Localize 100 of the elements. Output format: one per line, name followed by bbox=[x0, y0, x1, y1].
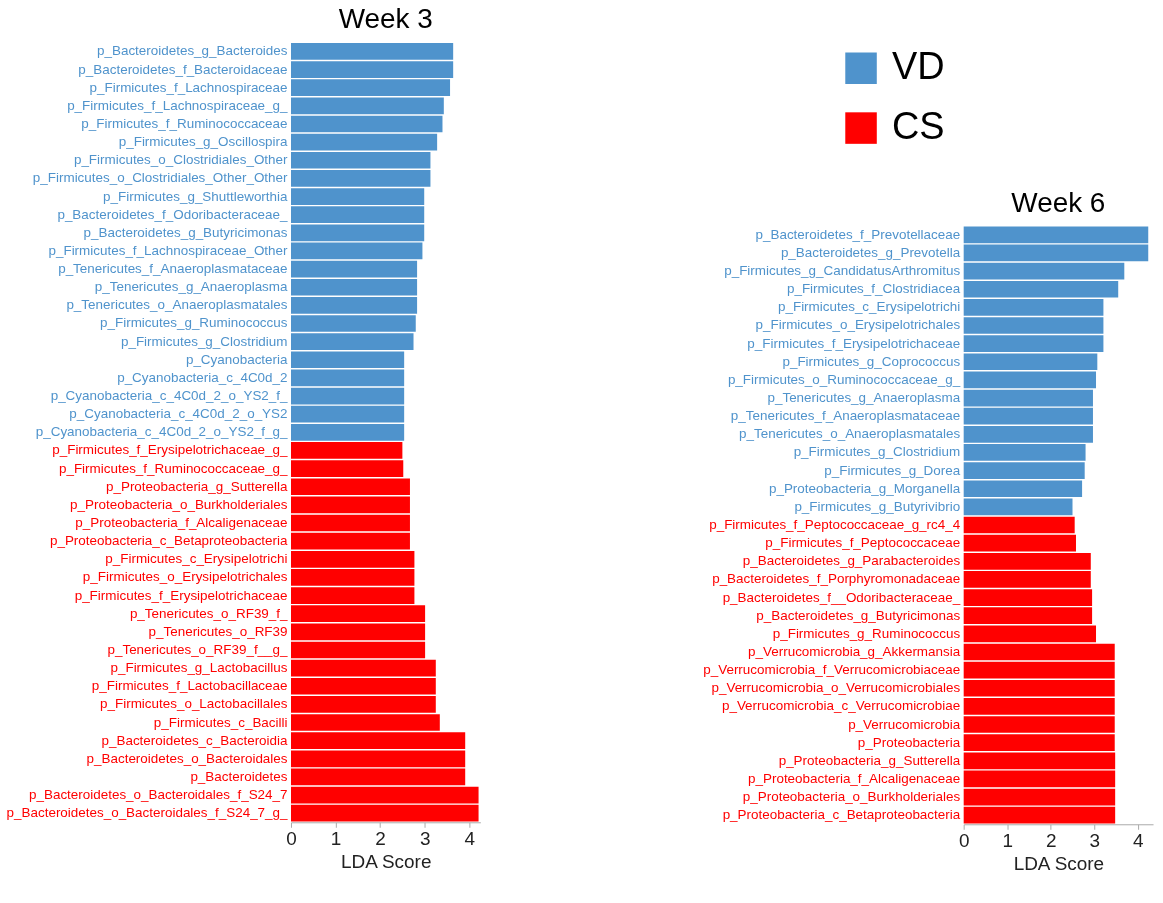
y-tick-label: p_Bacteroidetes_f_Porphyromonadaceae bbox=[712, 571, 961, 587]
y-tick-label: p_Firmicutes_c_Erysipelotrichi bbox=[777, 299, 961, 315]
bar bbox=[291, 659, 436, 677]
y-tick-label: p_Bacteroidetes_g_Butyricimonas bbox=[756, 607, 961, 623]
bar bbox=[963, 643, 1115, 661]
bar bbox=[963, 244, 1149, 262]
x-tick-label: 1 bbox=[330, 827, 342, 849]
y-tick-label: p_Firmicutes_c_Erysipelotrichi bbox=[105, 551, 288, 567]
bar bbox=[963, 262, 1125, 280]
y-tick-label: p_Proteobacteria_f_Alcaligenaceae bbox=[748, 770, 961, 786]
y-tick-label: p_Firmicutes_f_Clostridiacea bbox=[786, 281, 961, 297]
bar bbox=[963, 516, 1075, 534]
y-tick-label: p_Bacteroidetes_g_Butyricimonas bbox=[83, 224, 288, 240]
y-tick-label: p_Firmicutes_f_Lactobacillaceae bbox=[91, 678, 288, 694]
y-tick-label: p_Bacteroidetes_g_Prevotella bbox=[780, 244, 961, 260]
y-tick-label: p_Tenericutes_o_RF39_f_ bbox=[129, 605, 289, 621]
y-tick-label: p_Tenericutes_g_Anaeroplasma bbox=[767, 390, 961, 406]
bar bbox=[963, 498, 1073, 516]
y-tick-label: p_Verrucomicrobia_f_Verrucomicrobiaceae bbox=[703, 662, 961, 678]
bar bbox=[291, 768, 466, 786]
bar bbox=[291, 97, 444, 115]
y-tick-label: p_Proteobacteria_o_Burkholderiales bbox=[742, 789, 961, 805]
bar bbox=[291, 641, 426, 659]
y-tick-label: p_Firmicutes_o_Erysipelotrichales bbox=[755, 317, 961, 333]
y-tick-label: p_Firmicutes_g_Shuttleworthia bbox=[103, 188, 289, 204]
x-tick-label: 3 bbox=[419, 827, 431, 849]
y-tick-label: p_Tenericutes_o_RF39_f__g_ bbox=[107, 641, 289, 657]
bar bbox=[291, 260, 418, 278]
bar bbox=[291, 496, 410, 514]
y-tick-label: p_Firmicutes_f_Erysipelotrichaceae bbox=[747, 335, 961, 351]
y-tick-label: p_Bacteroidetes_f_Prevotellaceae bbox=[755, 226, 961, 242]
bar bbox=[963, 226, 1149, 244]
y-tick-label: p_Verrucomicrobia_o_Verrucomicrobiales bbox=[711, 680, 961, 696]
bar bbox=[963, 770, 1116, 788]
y-tick-label: p_Firmicutes_f_Lachnospiraceae_g_ bbox=[67, 97, 289, 113]
y-tick-label: p_Proteobacteria_g_Morganella bbox=[768, 480, 961, 496]
x-tick-label: 4 bbox=[464, 827, 475, 849]
y-tick-label: p_Bacteroidetes_g_Parabacteroides bbox=[742, 553, 961, 569]
bar bbox=[963, 806, 1116, 824]
y-tick-label: p_Firmicutes_f_Peptococcaceae bbox=[765, 535, 961, 551]
bar bbox=[291, 387, 405, 405]
y-tick-label: p_Firmicutes_o_Lactobacillales bbox=[100, 696, 288, 712]
y-tick-label: p_Verrucomicrobia_g_Akkermansia bbox=[748, 643, 961, 659]
y-tick-label: p_Firmicutes_g_Oscillospira bbox=[118, 134, 289, 150]
y-tick-label: p_Firmicutes_g_Lactobacillus bbox=[110, 660, 288, 676]
y-tick-label: p_Firmicutes_f_Erysipelotrichaceae_g_ bbox=[52, 442, 289, 458]
x-tick-label: 3 bbox=[1089, 829, 1101, 851]
y-tick-label: p_Firmicutes_g_Clostridium bbox=[793, 444, 961, 460]
bar bbox=[291, 242, 423, 260]
y-tick-label: p_Firmicutes_o_Clostridiales_Other_Other bbox=[32, 170, 289, 186]
y-tick-label: p_Firmicutes_f_Ruminococcaceae_g_ bbox=[58, 460, 289, 476]
y-tick-label: p_Firmicutes_g_Dorea bbox=[824, 462, 961, 478]
y-tick-label: p_Bacteroidetes_o_Bacteroidales bbox=[86, 750, 288, 766]
bar bbox=[291, 786, 479, 804]
y-tick-label: p_Proteobacteria_f_Alcaligenaceae bbox=[75, 515, 288, 530]
y-tick-label: p_Tenericutes_o_Anaeroplasmatales bbox=[66, 297, 288, 313]
y-tick-label: p_Tenericutes_f_Anaeroplasmataceae bbox=[58, 261, 288, 277]
y-tick-label: p_Bacteroidetes_c_Bacteroidia bbox=[101, 732, 289, 748]
y-tick-label: p_Firmicutes_g_Clostridium bbox=[120, 333, 288, 349]
y-tick-label: p_Cyanobacteria_c_4C0d_2_o_YS2_f_ bbox=[50, 388, 289, 404]
bar bbox=[963, 389, 1093, 407]
y-tick-label: p_Tenericutes_f_Anaeroplasmataceae bbox=[730, 408, 961, 424]
y-tick-label: p_Bacteroidetes_o_Bacteroidales_f_S24_7_g_ bbox=[6, 805, 289, 821]
y-tick-label: p_Bacteroidetes_g_Bacteroides bbox=[97, 43, 288, 59]
y-tick-label: p_Firmicutes_g_Coprococcus bbox=[782, 353, 961, 369]
bar bbox=[963, 371, 1097, 389]
y-tick-label: p_Firmicutes_c_Bacilli bbox=[153, 714, 288, 730]
y-tick-label: p_Verrucomicrobia_c_Verrucomicrobiae bbox=[721, 698, 961, 714]
bar bbox=[963, 661, 1115, 679]
y-tick-label: p_Bacteroidetes_f_Bacteroidaceae bbox=[78, 61, 288, 77]
y-tick-label: p_Bacteroidetes_f_Odoribacteraceae_ bbox=[57, 206, 289, 222]
chart-title: Week 3 bbox=[338, 3, 433, 35]
legend-label: VD bbox=[891, 45, 945, 88]
x-tick-label: 2 bbox=[1045, 829, 1057, 851]
y-tick-label: p_Verrucomicrobia bbox=[848, 716, 961, 732]
x-tick-label: 4 bbox=[1133, 829, 1144, 851]
y-tick-label: p_Proteobacteria_c_Betaproteobacteria bbox=[722, 807, 961, 823]
y-tick-label: p_Bacteroidetes bbox=[190, 768, 288, 784]
y-tick-label: p_Proteobacteria_g_Sutterella bbox=[105, 478, 289, 494]
bar bbox=[291, 369, 405, 387]
bar bbox=[291, 115, 443, 133]
x-tick-label: 0 bbox=[958, 829, 970, 851]
y-tick-label: p_Firmicutes_g_Ruminococcus bbox=[772, 625, 961, 641]
y-tick-label: p_Firmicutes_o_Ruminococcaceae_g_ bbox=[727, 371, 961, 387]
bar bbox=[963, 534, 1076, 552]
legend-label: CS bbox=[891, 105, 945, 148]
y-tick-label: p_Firmicutes_f_Ruminococcaceae bbox=[81, 115, 288, 131]
x-tick-label: 2 bbox=[375, 827, 386, 849]
y-tick-label: p_Firmicutes_f_Lachnospiraceae_Other bbox=[48, 242, 289, 258]
y-tick-label: p_Proteobacteria_c_Betaproteobacteria bbox=[49, 533, 289, 549]
y-tick-label: p_Firmicutes_f_Peptococcaceae_g_rc4_4 bbox=[709, 516, 961, 532]
x-tick-label: 1 bbox=[1002, 829, 1013, 851]
bar bbox=[291, 532, 410, 550]
x-tick-label: 0 bbox=[286, 827, 297, 849]
x-axis-title: LDA Score bbox=[340, 850, 432, 872]
bar bbox=[963, 788, 1116, 806]
y-tick-label: p_Cyanobacteria_c_4C0d_2_o_YS2 bbox=[69, 406, 288, 422]
y-tick-label: p_Firmicutes_o_Erysipelotrichales bbox=[82, 569, 288, 585]
y-tick-label: p_Firmicutes_f_Erysipelotrichaceae bbox=[74, 587, 288, 603]
y-tick-label: p_Firmicutes_g_Butyrivibrio bbox=[794, 498, 961, 514]
